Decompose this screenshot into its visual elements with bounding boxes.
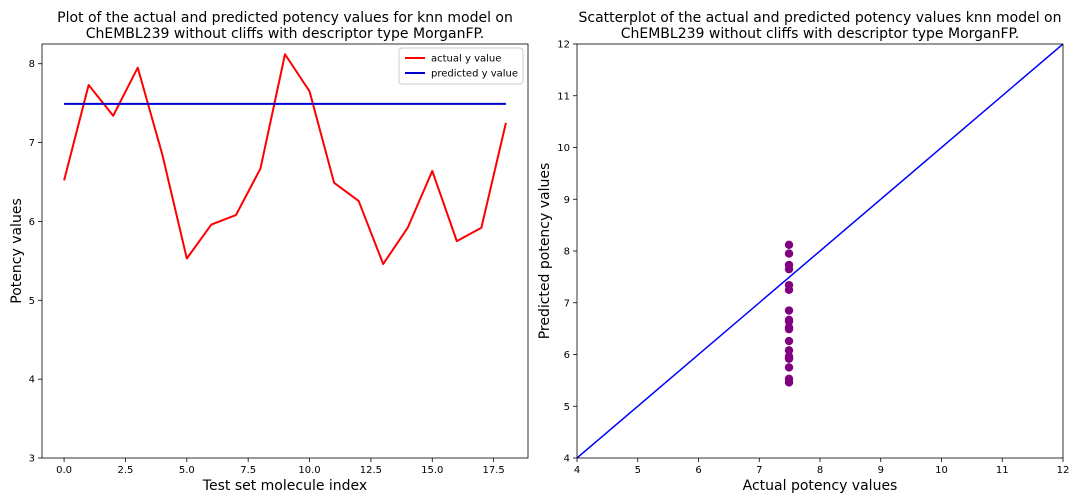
scatter-point <box>784 354 794 363</box>
legend-label-2: predicted y value <box>431 69 518 80</box>
legend-frame <box>398 47 524 85</box>
y-tick-label: 8 <box>29 59 35 70</box>
x-tick-label: 17.5 <box>483 465 505 476</box>
chart-panel-1: Plot of the actual and predicted potency… <box>9 10 529 494</box>
x-tick-label: 12.5 <box>360 465 382 476</box>
y-axis-label: Potency values <box>9 198 25 303</box>
x-tick-label: 11 <box>996 465 1009 476</box>
scatter-point <box>784 378 794 387</box>
x-tick-label: 7.5 <box>240 465 256 476</box>
y-tick-label: 4 <box>29 375 35 386</box>
y-tick-label: 7 <box>29 138 35 149</box>
scatter-point <box>784 285 794 295</box>
plot-area <box>577 44 1063 458</box>
scatter-point <box>784 346 794 355</box>
y-tick-label: 4 <box>564 454 570 465</box>
y-axis-label: Predicted potency values <box>537 163 553 340</box>
scatter-point <box>784 324 794 334</box>
plot-area <box>63 53 507 266</box>
x-tick-label: 5.0 <box>179 465 195 476</box>
y-tick-label: 11 <box>557 91 570 102</box>
legend-label-1: actual y value <box>431 54 501 65</box>
y-tick-label: 5 <box>29 296 35 307</box>
x-axis-label: Actual potency values <box>743 478 898 494</box>
chart-title-line-2: ChEMBL239 without cliffs with descriptor… <box>621 26 1020 42</box>
chart-title-line-2: ChEMBL239 without cliffs with descriptor… <box>86 26 485 42</box>
chart-title-line-1: Plot of the actual and predicted potency… <box>57 10 513 26</box>
scatter-point <box>784 240 794 249</box>
scatter-point <box>784 363 794 372</box>
axes-frame <box>41 43 529 459</box>
x-tick-label: 7 <box>756 465 762 476</box>
y-tick-label: 12 <box>557 40 570 51</box>
chart-title-line-1: Scatterplot of the actual and predicted … <box>579 10 1062 26</box>
series-line-1 <box>63 53 507 266</box>
chart-panel-2: Scatterplot of the actual and predicted … <box>537 10 1069 494</box>
x-tick-label: 12 <box>1057 465 1070 476</box>
x-axis-label: Test set molecule index <box>202 478 367 494</box>
x-tick-label: 10 <box>935 465 948 476</box>
reference-line <box>577 44 1063 458</box>
x-tick-label: 10.0 <box>298 465 320 476</box>
y-tick-label: 8 <box>564 247 570 258</box>
scatter-point <box>784 264 794 274</box>
y-tick-label: 9 <box>564 195 570 206</box>
scatter-point <box>784 249 794 258</box>
y-tick-label: 10 <box>557 143 570 154</box>
scatter-point <box>784 306 794 315</box>
y-tick-label: 5 <box>564 402 570 413</box>
axes-frame <box>576 43 1064 459</box>
x-tick-label: 6 <box>695 465 701 476</box>
x-tick-label: 9 <box>878 465 884 476</box>
y-tick-label: 6 <box>29 217 35 228</box>
x-tick-label: 5 <box>635 465 641 476</box>
scatter-point <box>784 336 794 346</box>
x-tick-label: 8 <box>817 465 823 476</box>
x-tick-label: 2.5 <box>118 465 134 476</box>
y-tick-label: 3 <box>29 454 35 465</box>
y-tick-label: 7 <box>564 298 570 309</box>
x-tick-label: 4 <box>574 465 580 476</box>
x-tick-label: 0.0 <box>56 465 72 476</box>
x-tick-label: 15.0 <box>421 465 443 476</box>
scatter-point <box>784 317 794 326</box>
y-tick-label: 6 <box>564 350 570 361</box>
legend: actual y value predicted y value <box>398 47 524 85</box>
